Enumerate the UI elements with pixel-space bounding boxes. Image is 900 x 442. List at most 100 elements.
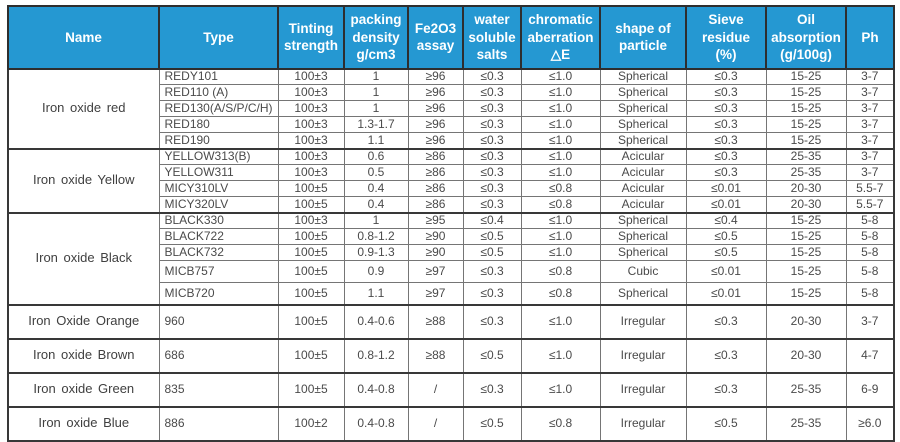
cell-tinting: 100±5 [277,337,345,374]
cell-tinting: 100±5 [277,371,345,408]
column-header-tinting: Tinting strength [277,5,345,70]
cell-density: 0.9 [343,260,409,284]
cell-salts: ≤0.3 [462,100,522,118]
cell-sieve: ≤0.4 [685,211,767,230]
cell-fe2o3: ≥86 [407,196,464,214]
cell-sieve: ≤0.3 [685,132,767,150]
column-header-shape: shape of particle [599,5,687,70]
cell-fe2o3: / [407,371,464,408]
cell-oil: 20-30 [765,196,847,214]
group-name-cell: Iron oxide Brown [7,337,160,374]
cell-oil: 15-25 [765,282,847,306]
type-cell: BLACK732 [158,244,279,262]
cell-tinting: 100±3 [277,147,345,166]
cell-fe2o3: ≥90 [407,244,464,262]
type-cell: RED110 (A) [158,84,279,102]
cell-salts: ≤0.3 [462,303,522,340]
cell-salts: ≤0.3 [462,67,522,86]
column-header-oil: Oil absorption (g/100g) [765,5,847,70]
cell-oil: 25-35 [765,147,847,166]
cell-sieve: ≤0.01 [685,196,767,214]
cell-sieve: ≤0.5 [685,405,767,442]
cell-chromatic: ≤1.0 [520,337,601,374]
cell-tinting: 100±3 [277,67,345,86]
cell-tinting: 100±5 [277,303,345,340]
cell-density: 0.8-1.2 [343,337,409,374]
table-body: Iron oxide red REDY101 100±3 1 ≥96 ≤0.3 ≤1.0 Sp… [7,67,895,442]
type-cell: YELLOW311 [158,164,279,182]
type-cell: RED130(A/S/P/C/H) [158,100,279,118]
table-row: Iron oxide Yellow YELLOW313(B) 100±3 0.6 ≥86… [7,147,895,214]
cell-sieve: ≤0.3 [685,116,767,134]
cell-fe2o3: ≥90 [407,228,464,246]
cell-fe2o3: ≥97 [407,260,464,284]
table-row: Iron oxide Black BLACK330 100±3 1 ≥95 ≤0.4 ≤1.… [7,211,895,306]
cell-sieve: ≤0.5 [685,228,767,246]
cell-chromatic: ≤1.0 [520,84,601,102]
cell-fe2o3: ≥88 [407,303,464,340]
cell-ph: 3-7 [845,67,895,86]
cell-shape: Acicular [599,164,687,182]
cell-sieve: ≤0.5 [685,244,767,262]
cell-shape: Spherical [599,132,687,150]
cell-chromatic: ≤1.0 [520,303,601,340]
cell-shape: Spherical [599,282,687,306]
cell-shape: Irregular [599,371,687,408]
cell-ph: 5-8 [845,211,895,230]
cell-sieve: ≤0.3 [685,303,767,340]
cell-ph: 5.5-7 [845,196,895,214]
cell-salts: ≤0.3 [462,84,522,102]
cell-fe2o3: / [407,405,464,442]
type-cell: RED180 [158,116,279,134]
cell-chromatic: ≤1.0 [520,147,601,166]
cell-tinting: 100±5 [277,282,345,306]
table-row: MICY320LV 100±5 0.4 ≥86 ≤0.3 ≤0.8 Acicular ≤0.0… [8,196,895,214]
table-header: Name Type Tinting strength packing density … [7,5,895,70]
cell-oil: 15-25 [765,228,847,246]
cell-tinting: 100±5 [277,228,345,246]
table-row: MICB757 100±5 0.9 ≥97 ≤0.3 ≤0.8 Cubic ≤0.01 15-2… [8,260,895,284]
group-name-cell: Iron oxide Yellow [7,147,160,214]
cell-ph: 4-7 [845,337,895,374]
cell-fe2o3: ≥96 [407,100,464,118]
cell-tinting: 100±5 [277,196,345,214]
type-cell: BLACK330 [158,211,279,230]
type-cell: REDY101 [158,67,279,86]
cell-density: 0.4-0.6 [343,303,409,340]
cell-density: 1.1 [343,132,409,150]
cell-salts: ≤0.3 [462,371,522,408]
cell-ph: 5.5-7 [845,180,895,198]
type-cell: RED190 [158,132,279,150]
table-row: BLACK732 100±5 0.9-1.3 ≥90 ≤0.5 ≤1.0 Spherical… [8,244,895,262]
cell-oil: 15-25 [765,84,847,102]
group-name-cell: Iron oxide Black [7,211,160,306]
type-cell: 835 [158,371,279,408]
column-header-name: Name [7,5,160,70]
group-name-cell: Iron oxide Green [7,371,160,408]
table-row: YELLOW311 100±3 0.5 ≥86 ≤0.3 ≤1.0 Acicular ≤0.3… [8,164,895,182]
cell-oil: 15-25 [765,100,847,118]
cell-salts: ≤0.3 [462,260,522,284]
table-row: Iron oxide red REDY101 100±3 1 ≥96 ≤0.3 ≤1.0 Sp… [7,67,895,150]
cell-density: 0.4 [343,196,409,214]
cell-tinting: 100±3 [277,100,345,118]
cell-ph: 5-8 [845,228,895,246]
cell-fe2o3: ≥96 [407,67,464,86]
type-cell: MICB720 [158,282,279,306]
type-cell: 686 [158,337,279,374]
cell-chromatic: ≤0.8 [520,180,601,198]
cell-oil: 20-30 [765,337,847,374]
type-cell: 886 [158,405,279,442]
cell-sieve: ≤0.3 [685,84,767,102]
cell-shape: Spherical [599,211,687,230]
cell-oil: 25-35 [765,164,847,182]
type-cell: YELLOW313(B) [158,147,279,166]
column-header-sieve: Sieve residue (%) [685,5,767,70]
cell-fe2o3: ≥86 [407,147,464,166]
cell-sieve: ≤0.3 [685,100,767,118]
cell-ph: ≥6.0 [845,405,895,442]
cell-ph: 3-7 [845,84,895,102]
cell-oil: 15-25 [765,244,847,262]
table-row: RED130(A/S/P/C/H) 100±3 1 ≥96 ≤0.3 ≤1.0 Spheri… [8,100,895,118]
cell-chromatic: ≤1.0 [520,67,601,86]
